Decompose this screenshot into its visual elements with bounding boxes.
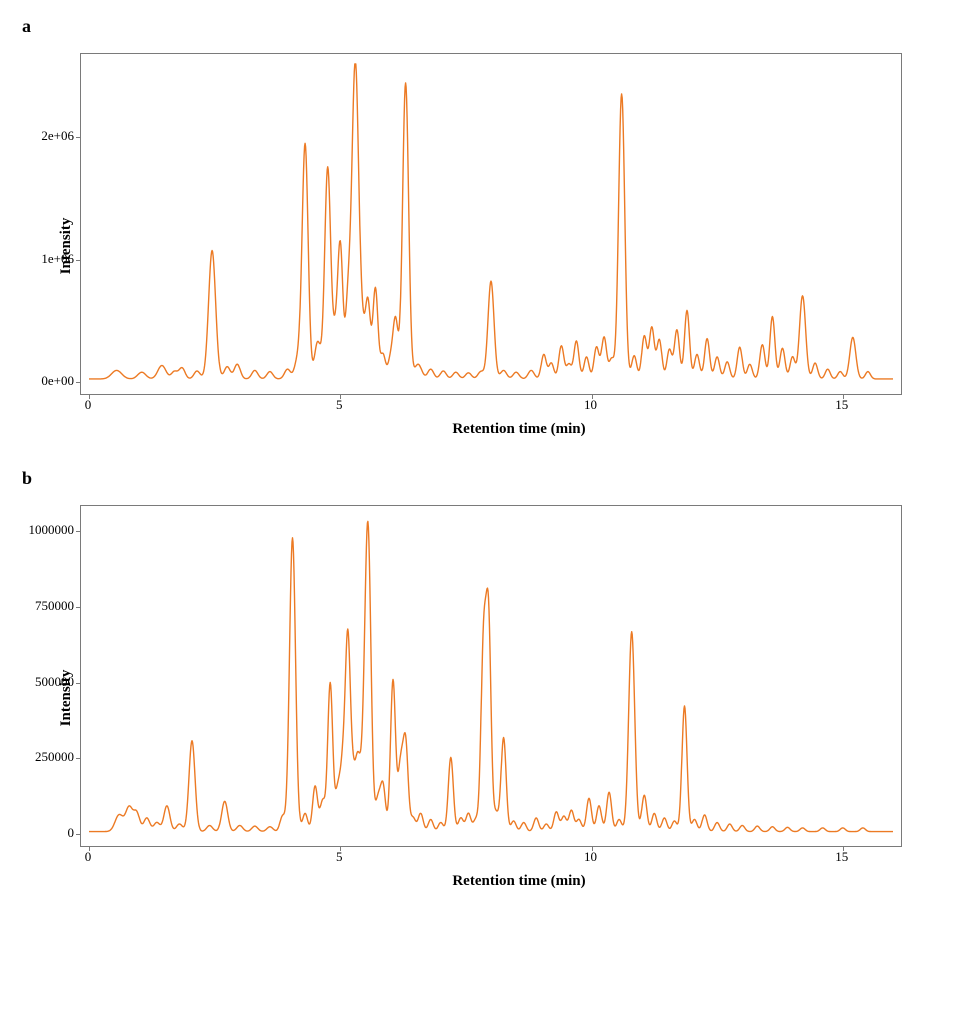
y-tick-label: 2e+06 bbox=[41, 128, 74, 144]
y-tick-label: 250000 bbox=[35, 749, 74, 765]
y-tick-label: 500000 bbox=[35, 674, 74, 690]
panel-b-plot-area bbox=[80, 505, 902, 847]
x-tick-label: 10 bbox=[584, 849, 597, 865]
panel-a-chart: Intensity 0e+001e+062e+06 051015 Retenti… bbox=[80, 53, 958, 438]
panel-b-label: b bbox=[22, 468, 958, 489]
panel-a-plot-area bbox=[80, 53, 902, 395]
panel-b-y-ticks: 0 250000 500000 750000 1000000 bbox=[22, 505, 74, 845]
y-tick-label: 1000000 bbox=[29, 522, 75, 538]
panel-a-label: a bbox=[22, 16, 958, 37]
x-tick-label: 5 bbox=[336, 849, 343, 865]
x-tick-label: 15 bbox=[835, 849, 848, 865]
x-tick-label: 0 bbox=[85, 849, 92, 865]
x-tick-label: 0 bbox=[85, 397, 92, 413]
panel-b-svg bbox=[81, 506, 901, 846]
y-tick-label: 750000 bbox=[35, 598, 74, 614]
figure-page: a Intensity 0e+001e+062e+06 051015 Reten… bbox=[0, 0, 978, 940]
panel-b-chart: Intensity 02500005000007500001000000 051… bbox=[80, 505, 958, 890]
panel-a-xlabel: Retention time (min) bbox=[80, 421, 958, 438]
x-tick-label: 15 bbox=[835, 397, 848, 413]
y-tick-label: 0e+00 bbox=[41, 373, 74, 389]
panel-a-y-ticks: 0e+00 1e+06 2e+06 bbox=[22, 53, 74, 393]
panel-a-svg bbox=[81, 54, 901, 394]
panel-a-x-ticks: 0 5 10 15 bbox=[80, 395, 900, 415]
x-tick-label: 5 bbox=[336, 397, 343, 413]
y-tick-label: 0 bbox=[68, 825, 75, 841]
x-tick-label: 10 bbox=[584, 397, 597, 413]
y-tick-label: 1e+06 bbox=[41, 251, 74, 267]
panel-b-xlabel: Retention time (min) bbox=[80, 873, 958, 890]
panel-b-x-ticks: 0 5 10 15 bbox=[80, 847, 900, 867]
